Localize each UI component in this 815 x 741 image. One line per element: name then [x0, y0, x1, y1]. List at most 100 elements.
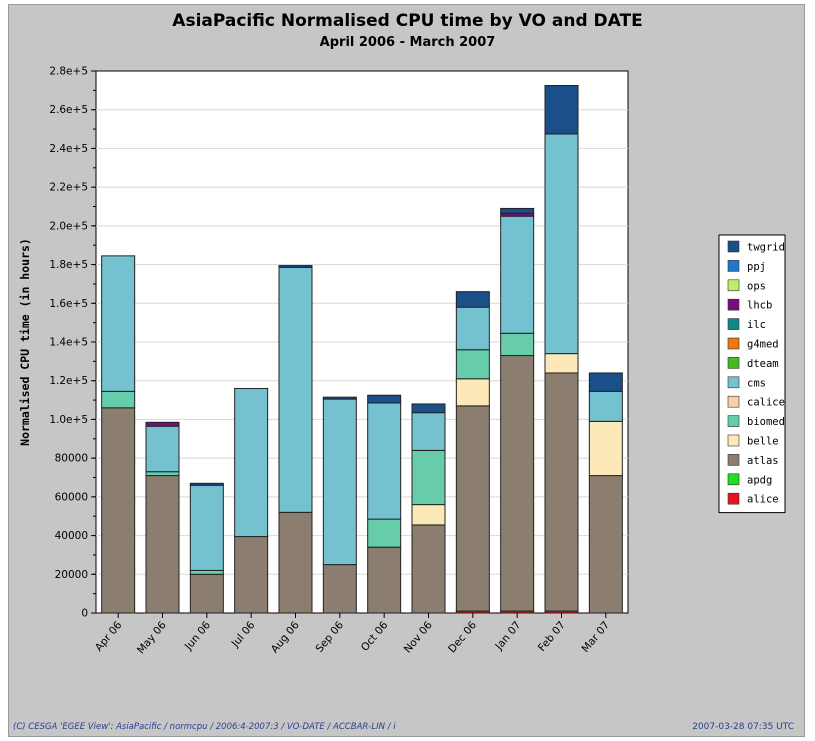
x-tick-label: Nov 06: [402, 619, 435, 655]
y-tick-label: 2.0e+5: [49, 220, 88, 232]
bar-segment-biomed: [367, 518, 402, 548]
legend: [718, 234, 786, 514]
bar-segment-biomed: [411, 449, 446, 506]
x-tick-label: Jul 06: [229, 619, 258, 650]
y-tick-label: 1.8e+5: [49, 259, 88, 271]
bar-segment-cms: [278, 266, 313, 513]
legend-swatch-ppj: [727, 260, 740, 272]
footer-credits: (C) CESGA 'EGEE View': AsiaPacific / nor…: [13, 722, 396, 732]
legend-swatch-belle: [727, 434, 740, 447]
legend-label-apdg: apdg: [747, 474, 772, 486]
x-tick-label: Sep 06: [313, 619, 346, 655]
bar-segment-cms: [500, 215, 535, 334]
bar-segment-cms: [101, 255, 136, 392]
legend-swatch-calice: [727, 395, 740, 408]
legend-label-twgrid: twgrid: [747, 242, 785, 254]
chart-panel: AsiaPacific Normalised CPU time by VO an…: [8, 4, 805, 737]
bar-segment-atlas: [544, 372, 579, 612]
bar-segment-atlas: [145, 475, 180, 614]
x-tick-label: Apr 06: [93, 619, 125, 654]
bar-segment-cms: [367, 402, 402, 520]
legend-swatch-lhcb: [727, 298, 740, 311]
chart-title: AsiaPacific Normalised CPU time by VO an…: [172, 11, 643, 31]
legend-swatch-cms: [727, 376, 740, 389]
y-tick-label: 2.2e+5: [49, 182, 88, 194]
legend-label-alice: alice: [747, 494, 779, 506]
bar-segment-cms: [234, 387, 269, 538]
legend-swatch-ilc: [727, 318, 740, 330]
y-tick-label: 60000: [55, 491, 88, 503]
y-tick-label: 1.2e+5: [49, 375, 88, 387]
legend-swatch-twgrid: [727, 240, 740, 253]
legend-label-calice: calice: [747, 397, 785, 409]
legend-label-ops: ops: [747, 280, 766, 292]
legend-label-lhcb: lhcb: [747, 300, 772, 312]
x-tick-label: Mar 07: [579, 619, 612, 655]
y-tick-label: 80000: [55, 453, 88, 465]
bar-segment-lhcb: [145, 421, 180, 427]
legend-swatch-apdg: [727, 473, 740, 486]
bar-segment-twgrid: [500, 207, 535, 214]
bar-segment-belle: [544, 353, 579, 374]
legend-label-belle: belle: [747, 436, 779, 448]
legend-swatch-biomed: [727, 415, 740, 427]
y-tick-label: 1.6e+5: [49, 298, 88, 310]
bar-segment-twgrid: [544, 85, 579, 135]
legend-swatch-ops: [727, 279, 740, 292]
bar-segment-twgrid: [588, 372, 623, 392]
bar-segment-atlas: [234, 536, 269, 614]
legend-label-g4med: g4med: [747, 339, 779, 351]
footer-timestamp: 2007-03-28 07:35 UTC: [692, 722, 794, 732]
x-tick-label: Oct 06: [359, 619, 391, 654]
stacked-bar-chart: 0 20000 40000 60000 80000 1.0e+5 1.2e+5 1.4e+5 1…: [18, 66, 786, 656]
legend-label-atlas: atlas: [747, 455, 779, 467]
bar-segment-belle: [411, 504, 446, 526]
bar-segment-twgrid: [411, 403, 446, 414]
y-tick-label: 0: [81, 608, 88, 620]
bar-segment-biomed: [101, 390, 136, 409]
bar-segment-biomed: [455, 349, 490, 380]
y-axis-label: Normalised CPU time (in hours): [18, 238, 32, 446]
legend-label-cms: cms: [747, 377, 766, 389]
y-tick-label: 2.6e+5: [49, 104, 88, 116]
bar-segment-atlas: [411, 524, 446, 614]
bar-segment-cms: [411, 412, 446, 451]
x-tick-label: Feb 07: [536, 619, 568, 654]
bar-segment-cms: [145, 425, 180, 473]
legend-swatch-dteam: [727, 357, 740, 369]
bar-segment-biomed: [145, 471, 180, 477]
legend-label-dteam: dteam: [747, 358, 779, 370]
legend-swatch-atlas: [727, 454, 740, 466]
legend-label-ilc: ilc: [747, 319, 766, 331]
x-tick-label: May 06: [135, 619, 169, 656]
bar-segment-atlas: [500, 355, 535, 612]
bar-segment-biomed: [189, 569, 224, 575]
bar-segment-atlas: [101, 407, 136, 614]
bar-segment-atlas: [278, 511, 313, 614]
x-tick-label: Jun 06: [182, 619, 213, 653]
bar-segment-cms: [588, 390, 623, 422]
bar-segment-atlas: [367, 546, 402, 614]
x-tick-label: Aug 06: [269, 619, 302, 655]
y-tick-label: 1.0e+5: [49, 414, 88, 426]
y-tick-label: 20000: [55, 569, 88, 581]
bar-segment-atlas: [588, 475, 623, 614]
y-tick-label: 1.4e+5: [49, 337, 88, 349]
chart-subtitle: April 2006 - March 2007: [319, 35, 496, 50]
legend-label-ppj: ppj: [747, 261, 766, 273]
bar-segment-twgrid: [455, 291, 490, 308]
bar-segment-twgrid: [322, 396, 357, 400]
bar-segment-twgrid: [189, 482, 224, 486]
x-tick-label: Jan 07: [492, 619, 523, 653]
bar-segment-atlas: [322, 564, 357, 614]
y-tick-label: 2.4e+5: [49, 143, 88, 155]
legend-swatch-g4med: [727, 337, 740, 350]
y-tick-label: 40000: [55, 530, 88, 542]
bar-segment-cms: [322, 398, 357, 566]
bar-segment-atlas: [189, 573, 224, 614]
bar-segment-belle: [588, 420, 623, 477]
bar-segment-cms: [455, 306, 490, 351]
bar-segment-belle: [455, 378, 490, 407]
bar-segment-twgrid: [367, 394, 402, 404]
bar-segment-atlas: [455, 405, 490, 612]
